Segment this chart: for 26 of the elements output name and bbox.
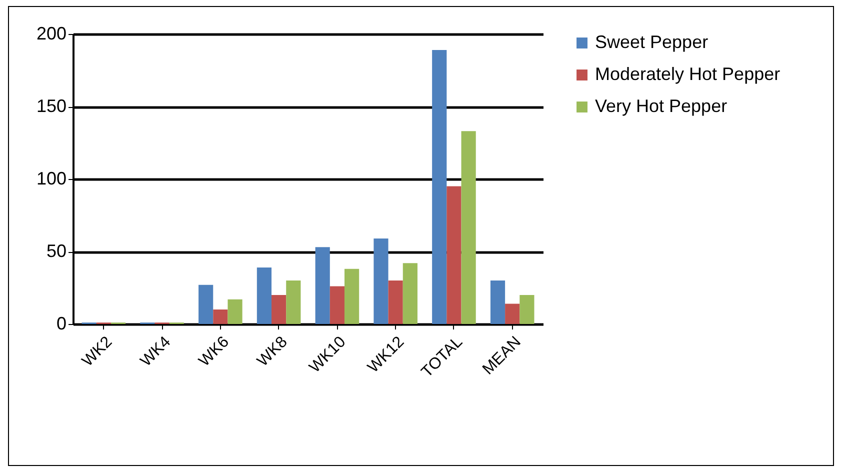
- bar: [344, 268, 360, 324]
- bar: [461, 131, 476, 324]
- bar: [520, 295, 534, 324]
- y-tick-label: 200: [36, 24, 66, 44]
- bar: [286, 280, 301, 324]
- bar: [402, 263, 418, 324]
- bar: [198, 284, 214, 324]
- legend-label: Moderately Hot Pepper: [595, 64, 780, 84]
- bar: [272, 295, 286, 324]
- y-tick-label: 0: [56, 314, 66, 334]
- y-tick-label: 100: [36, 168, 66, 188]
- bar: [374, 238, 388, 324]
- bar: [505, 304, 520, 324]
- bar: [490, 280, 506, 324]
- bar: [228, 299, 242, 324]
- bar: [432, 50, 447, 324]
- bar: [330, 286, 344, 324]
- bar: [446, 186, 462, 324]
- y-tick-label: 50: [46, 241, 66, 261]
- y-tick-label: 150: [36, 96, 66, 116]
- bar: [256, 267, 272, 324]
- bar: [213, 310, 228, 324]
- bar: [388, 280, 403, 324]
- bar: [315, 247, 330, 324]
- legend-label: Very Hot Pepper: [595, 96, 728, 116]
- legend-label: Sweet Pepper: [595, 32, 708, 52]
